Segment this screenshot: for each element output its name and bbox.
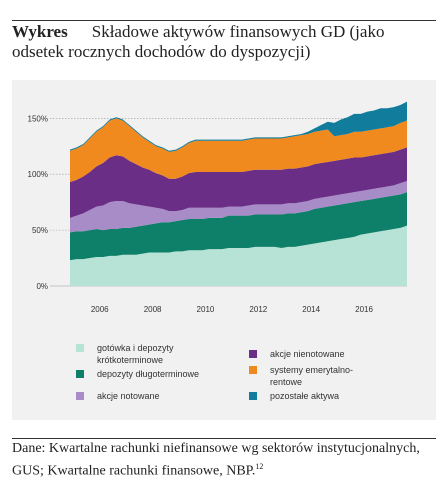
source-note: Dane: Kwartalne rachunki niefinansowe wg… <box>12 440 438 481</box>
x-tick-label: 2012 <box>249 305 267 314</box>
y-tick-label: 50% <box>32 226 48 235</box>
legend-item-emerytalne: systemy emerytalno-rentowe <box>249 364 380 388</box>
x-axis-ticks: 2006 2008 2010 2012 2014 2016 <box>91 305 374 314</box>
legend-label: gotówka i depozyty krótkoterminowe <box>97 343 174 365</box>
legend-item-pozostale: pozostałe aktywa <box>249 390 410 402</box>
footnote-marker: 12 <box>255 462 264 471</box>
x-tick-label: 2016 <box>355 305 373 314</box>
series-areas <box>70 101 407 286</box>
chart-title: Wykres Składowe aktywów finansowych GD (j… <box>12 22 436 62</box>
x-tick-label: 2014 <box>302 305 320 314</box>
legend-label: pozostałe aktywa <box>270 391 340 401</box>
legend-item-nienotowane: akcje nienotowane <box>249 348 410 360</box>
y-tick-label: 100% <box>28 170 48 179</box>
title-text: Składowe aktywów finansowych GD (jako od… <box>12 22 385 61</box>
x-tick-label: 2010 <box>197 305 215 314</box>
legend-label: akcje nienotowane <box>270 349 345 359</box>
source-text: Dane: Kwartalne rachunki niefinansowe wg… <box>12 441 420 479</box>
legend-swatch <box>249 350 257 358</box>
legend-label: depozyty długoterminowe <box>97 369 200 379</box>
x-tick-label: 2008 <box>144 305 162 314</box>
area-pozostale <box>70 101 407 152</box>
top-rule <box>12 20 436 21</box>
area-emerytalne <box>70 118 407 183</box>
x-tick-label: 2006 <box>91 305 109 314</box>
legend-swatch <box>249 392 257 400</box>
legend-item-gotowka: gotówka i depozyty krótkoterminowe <box>76 342 217 366</box>
legend-swatch <box>76 392 84 400</box>
y-tick-label: 0% <box>36 282 48 291</box>
legend: gotówka i depozyty krótkoterminowe depoz… <box>56 340 426 410</box>
y-axis-ticks: 0% 50% 100% 150% <box>28 114 48 291</box>
stacked-area-chart: 0% 50% 100% 150% 2006 2008 2010 2012 2014 2016 <box>28 101 407 314</box>
area-depozyty <box>70 192 407 261</box>
legend-swatch <box>76 370 84 378</box>
title-lead: Wykres <box>12 22 68 41</box>
bottom-rule <box>12 438 436 439</box>
legend-swatch <box>249 366 257 374</box>
area-notowane <box>70 180 407 233</box>
area-gotowka <box>70 225 407 286</box>
y-tick-label: 150% <box>28 114 48 123</box>
legend-item-notowane: akcje notowane <box>76 390 237 402</box>
legend-label: akcje notowane <box>97 391 160 401</box>
legend-swatch <box>76 344 84 352</box>
area-nienotowane <box>70 147 407 218</box>
legend-label: systemy emerytalno-rentowe <box>270 365 354 387</box>
legend-item-depozyty: depozyty długoterminowe <box>76 368 247 380</box>
